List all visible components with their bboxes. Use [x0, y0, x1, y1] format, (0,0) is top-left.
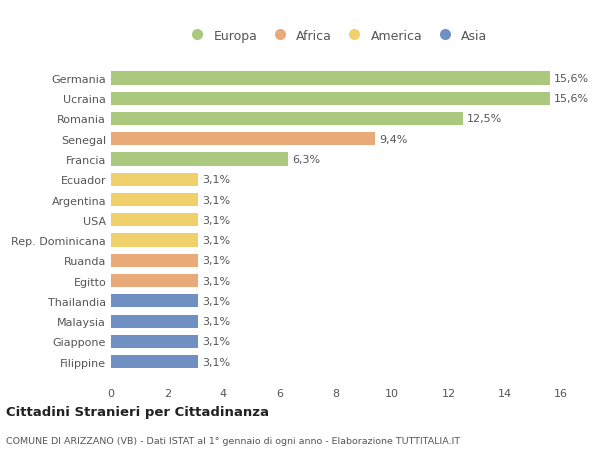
- Text: 3,1%: 3,1%: [202, 256, 230, 266]
- Text: 3,1%: 3,1%: [202, 296, 230, 306]
- Text: 9,4%: 9,4%: [380, 134, 408, 145]
- Text: 3,1%: 3,1%: [202, 195, 230, 205]
- Text: 12,5%: 12,5%: [467, 114, 502, 124]
- Bar: [111, 153, 288, 166]
- Text: 15,6%: 15,6%: [554, 74, 589, 84]
- Bar: [111, 112, 463, 126]
- Legend: Europa, Africa, America, Asia: Europa, Africa, America, Asia: [179, 24, 493, 47]
- Bar: [111, 355, 198, 369]
- Text: 3,1%: 3,1%: [202, 357, 230, 367]
- Bar: [111, 274, 198, 287]
- Bar: [111, 254, 198, 267]
- Text: Cittadini Stranieri per Cittadinanza: Cittadini Stranieri per Cittadinanza: [6, 405, 269, 419]
- Bar: [111, 315, 198, 328]
- Bar: [111, 72, 550, 85]
- Bar: [111, 234, 198, 247]
- Text: COMUNE DI ARIZZANO (VB) - Dati ISTAT al 1° gennaio di ogni anno - Elaborazione T: COMUNE DI ARIZZANO (VB) - Dati ISTAT al …: [6, 436, 460, 445]
- Text: 3,1%: 3,1%: [202, 316, 230, 326]
- Text: 3,1%: 3,1%: [202, 336, 230, 347]
- Text: 3,1%: 3,1%: [202, 276, 230, 286]
- Text: 3,1%: 3,1%: [202, 215, 230, 225]
- Bar: [111, 335, 198, 348]
- Bar: [111, 133, 376, 146]
- Text: 6,3%: 6,3%: [292, 155, 320, 165]
- Text: 15,6%: 15,6%: [554, 94, 589, 104]
- Text: 3,1%: 3,1%: [202, 175, 230, 185]
- Bar: [111, 214, 198, 227]
- Bar: [111, 194, 198, 207]
- Bar: [111, 174, 198, 186]
- Bar: [111, 295, 198, 308]
- Bar: [111, 92, 550, 106]
- Text: 3,1%: 3,1%: [202, 235, 230, 246]
